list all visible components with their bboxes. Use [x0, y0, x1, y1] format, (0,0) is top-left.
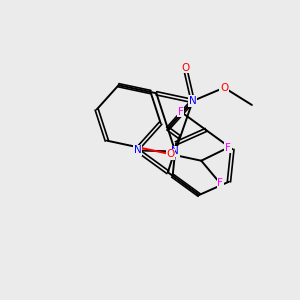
Text: N: N — [134, 146, 142, 155]
Text: N: N — [189, 96, 196, 106]
Text: N: N — [171, 146, 179, 157]
Text: O: O — [167, 149, 175, 159]
Text: F: F — [218, 178, 223, 188]
Text: F: F — [178, 106, 184, 117]
Text: F: F — [225, 143, 231, 153]
Text: O: O — [220, 82, 228, 93]
Text: O: O — [181, 63, 189, 73]
